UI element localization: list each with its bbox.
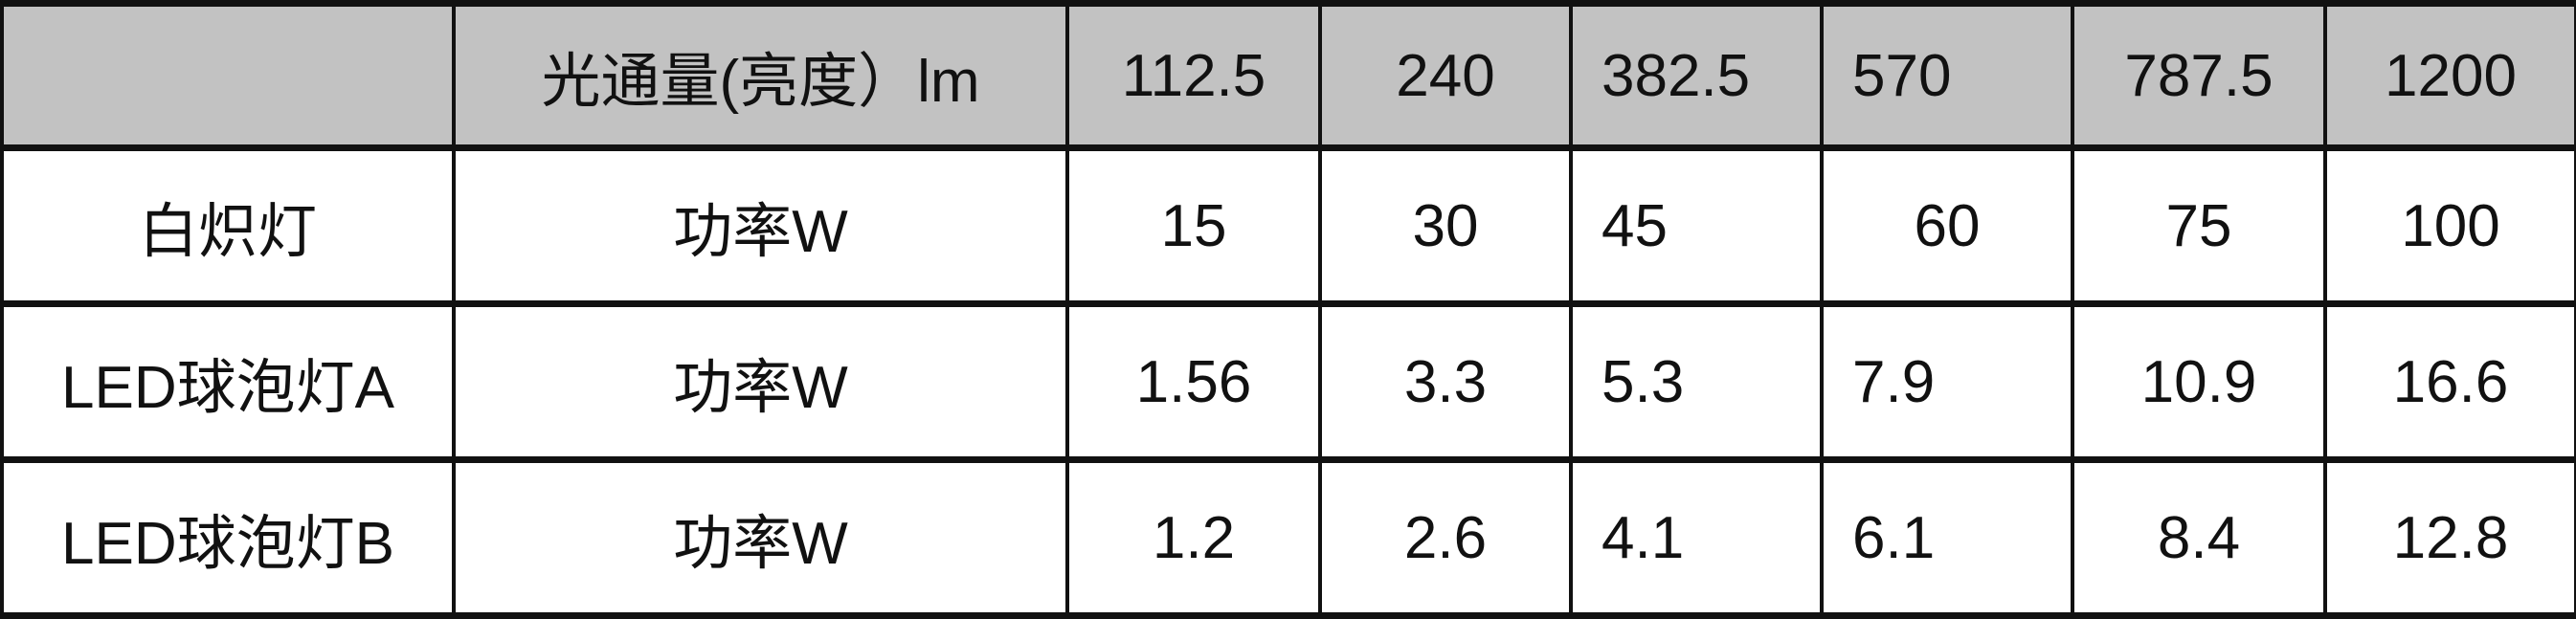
value-cell: 16.6 <box>2323 300 2576 463</box>
value-cell: 45 <box>1569 144 1824 307</box>
value-cell: 5.3 <box>1569 300 1824 463</box>
table-row: LED球泡灯A 功率W 1.56 3.3 5.3 7.9 10.9 16.6 <box>0 300 2576 463</box>
value-cell: 2.6 <box>1318 456 1573 619</box>
row-name-cell: 白炽灯 <box>0 144 456 307</box>
table-row: 白炽灯 功率W 15 30 45 60 75 100 <box>0 144 2576 307</box>
header-label-cell: 光通量(亮度）lm <box>452 0 1069 151</box>
header-value-cell: 112.5 <box>1065 0 1322 151</box>
value-cell: 8.4 <box>2071 456 2327 619</box>
value-cell: 4.1 <box>1569 456 1824 619</box>
value-cell: 15 <box>1065 144 1322 307</box>
value-cell: 1.56 <box>1065 300 1322 463</box>
header-value-cell: 570 <box>1820 0 2074 151</box>
header-value-cell: 382.5 <box>1569 0 1824 151</box>
row-unit-cell: 功率W <box>452 300 1069 463</box>
header-corner-cell <box>0 0 456 151</box>
value-cell: 1.2 <box>1065 456 1322 619</box>
row-unit-cell: 功率W <box>452 144 1069 307</box>
row-unit-cell: 功率W <box>452 456 1069 619</box>
header-value-cell: 787.5 <box>2071 0 2327 151</box>
header-value-cell: 240 <box>1318 0 1573 151</box>
value-cell: 3.3 <box>1318 300 1573 463</box>
value-cell: 6.1 <box>1820 456 2074 619</box>
row-name-cell: LED球泡灯A <box>0 300 456 463</box>
table-row: LED球泡灯B 功率W 1.2 2.6 4.1 6.1 8.4 12.8 <box>0 456 2576 619</box>
value-cell: 10.9 <box>2071 300 2327 463</box>
value-cell: 12.8 <box>2323 456 2576 619</box>
header-value-cell: 1200 <box>2323 0 2576 151</box>
value-cell: 60 <box>1820 144 2074 307</box>
value-cell: 100 <box>2323 144 2576 307</box>
header-row: 光通量(亮度）lm 112.5 240 382.5 570 787.5 1200 <box>0 0 2576 151</box>
value-cell: 75 <box>2071 144 2327 307</box>
value-cell: 7.9 <box>1820 300 2074 463</box>
row-name-cell: LED球泡灯B <box>0 456 456 619</box>
value-cell: 30 <box>1318 144 1573 307</box>
